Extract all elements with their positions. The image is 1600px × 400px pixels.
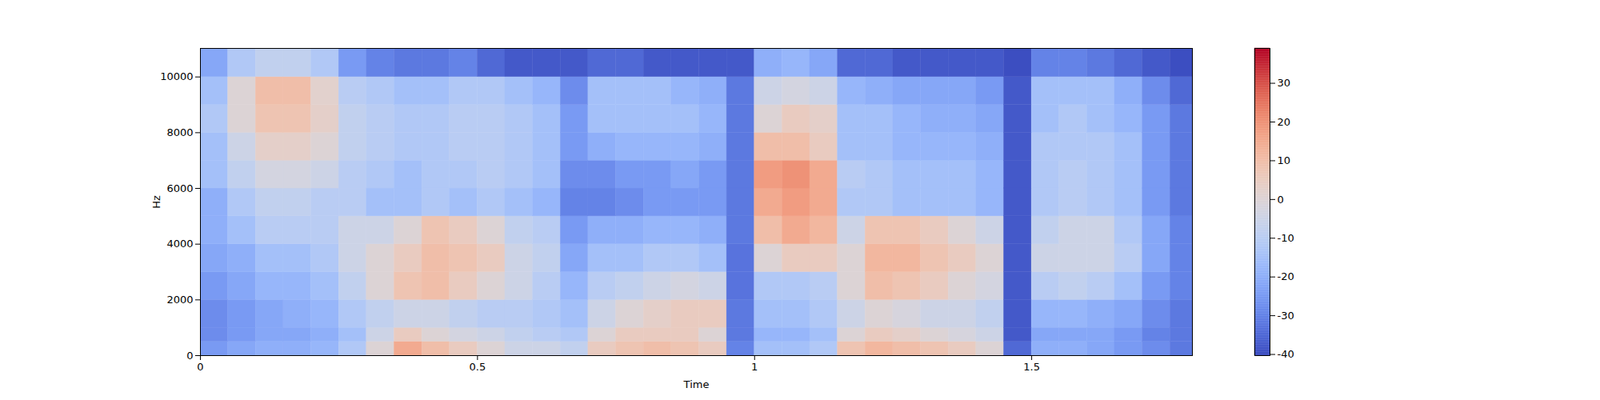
svg-text:-30: -30 (1277, 309, 1295, 322)
svg-text:30: 30 (1277, 76, 1292, 89)
svg-text:6000: 6000 (166, 182, 193, 195)
svg-text:0.5: 0.5 (469, 360, 487, 373)
svg-text:-10: -10 (1277, 232, 1295, 244)
svg-text:0: 0 (196, 360, 204, 373)
svg-text:10: 10 (1277, 154, 1292, 167)
svg-text:-20: -20 (1277, 270, 1295, 283)
svg-text:Time: Time (683, 378, 710, 391)
svg-text:4000: 4000 (166, 237, 193, 250)
svg-text:1.5: 1.5 (1023, 360, 1040, 373)
svg-text:0: 0 (186, 349, 193, 362)
svg-text:10000: 10000 (160, 70, 193, 83)
svg-text:2000: 2000 (166, 293, 193, 306)
svg-text:8000: 8000 (166, 126, 193, 139)
svg-text:-40: -40 (1277, 348, 1295, 360)
svg-text:1: 1 (751, 360, 758, 373)
svg-text:Hz: Hz (150, 195, 163, 209)
svg-text:0: 0 (1277, 193, 1284, 206)
svg-text:20: 20 (1277, 116, 1292, 128)
